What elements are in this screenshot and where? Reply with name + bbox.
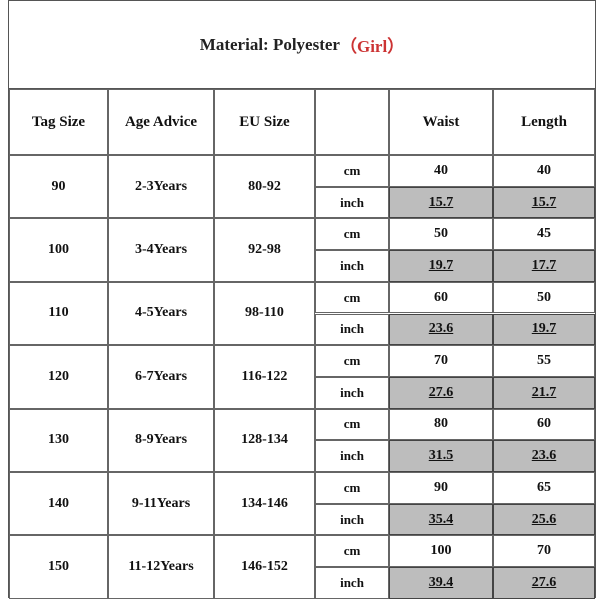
eu-size-cell: 80-92 — [214, 155, 315, 219]
unit-cm-cell: cm — [315, 345, 389, 377]
title-text: Material: Polyester — [199, 34, 340, 54]
length-inch-cell: 23.6 — [493, 440, 595, 472]
age-advice-cell: 3-4Years — [108, 218, 214, 282]
unit-cm-cell: cm — [315, 535, 389, 568]
header-tag-size: Tag Size — [9, 89, 108, 155]
length-inch-cell: 21.7 — [493, 376, 595, 409]
waist-cm-cell: 40 — [389, 155, 493, 187]
eu-size-cell: 92-98 — [214, 218, 315, 282]
waist-cm-cell: 50 — [389, 218, 493, 251]
unit-inch-cell: inch — [315, 313, 389, 346]
tag-size-cell: 90 — [9, 155, 108, 219]
unit-inch-cell: inch — [315, 250, 389, 282]
age-advice-cell: 11-12Years — [108, 535, 214, 599]
length-inch-cell: 17.7 — [493, 250, 595, 282]
length-inch-cell: 19.7 — [493, 313, 595, 346]
unit-cm-cell: cm — [315, 218, 389, 251]
waist-cm-cell: 70 — [389, 345, 493, 377]
length-cm-cell: 70 — [493, 535, 595, 568]
tag-size-cell: 150 — [9, 535, 108, 599]
length-cm-cell: 65 — [493, 472, 595, 504]
waist-cm-cell: 90 — [389, 472, 493, 504]
waist-inch-cell: 27.6 — [389, 376, 493, 409]
waist-cm-cell: 60 — [389, 281, 493, 314]
age-advice-cell: 9-11Years — [108, 472, 214, 536]
unit-cm-cell: cm — [315, 408, 389, 441]
unit-cm-cell: cm — [315, 155, 389, 187]
waist-inch-cell: 31.5 — [389, 440, 493, 472]
unit-inch-cell: inch — [315, 440, 389, 472]
unit-inch-cell: inch — [315, 376, 389, 409]
header-eu-size: EU Size — [214, 89, 315, 155]
tag-size-cell: 130 — [9, 408, 108, 472]
length-cm-cell: 60 — [493, 408, 595, 441]
unit-cm-cell: cm — [315, 281, 389, 314]
tag-size-cell: 110 — [9, 281, 108, 346]
eu-size-cell: 116-122 — [214, 345, 315, 409]
waist-cm-cell: 80 — [389, 408, 493, 441]
header-unit — [315, 89, 389, 155]
header-length: Length — [493, 89, 595, 155]
size-chart: Material: Polyester （Girl） Tag Size Age A… — [8, 0, 596, 599]
tag-size-cell: 100 — [9, 218, 108, 282]
age-advice-cell: 8-9Years — [108, 408, 214, 472]
unit-inch-cell: inch — [315, 186, 389, 219]
length-inch-cell: 15.7 — [493, 186, 595, 219]
age-advice-cell: 2-3Years — [108, 155, 214, 219]
eu-size-cell: 146-152 — [214, 535, 315, 599]
age-advice-cell: 6-7Years — [108, 345, 214, 409]
chart-title: Material: Polyester （Girl） — [9, 1, 595, 89]
length-cm-cell: 55 — [493, 345, 595, 377]
waist-inch-cell: 39.4 — [389, 567, 493, 599]
waist-inch-cell: 15.7 — [389, 186, 493, 219]
title-tag: （Girl） — [339, 37, 405, 56]
tag-size-cell: 140 — [9, 472, 108, 536]
length-cm-cell: 50 — [493, 281, 595, 314]
unit-cm-cell: cm — [315, 472, 389, 504]
length-inch-cell: 25.6 — [493, 503, 595, 536]
age-advice-cell: 4-5Years — [108, 281, 214, 346]
eu-size-cell: 98-110 — [214, 281, 315, 346]
header-age-advice: Age Advice — [108, 89, 214, 155]
tag-size-cell: 120 — [9, 345, 108, 409]
unit-inch-cell: inch — [315, 503, 389, 536]
waist-inch-cell: 35.4 — [389, 503, 493, 536]
eu-size-cell: 128-134 — [214, 408, 315, 472]
waist-cm-cell: 100 — [389, 535, 493, 568]
length-cm-cell: 40 — [493, 155, 595, 187]
eu-size-cell: 134-146 — [214, 472, 315, 536]
header-waist: Waist — [389, 89, 493, 155]
length-inch-cell: 27.6 — [493, 567, 595, 599]
waist-inch-cell: 23.6 — [389, 313, 493, 346]
unit-inch-cell: inch — [315, 567, 389, 599]
waist-inch-cell: 19.7 — [389, 250, 493, 282]
length-cm-cell: 45 — [493, 218, 595, 251]
